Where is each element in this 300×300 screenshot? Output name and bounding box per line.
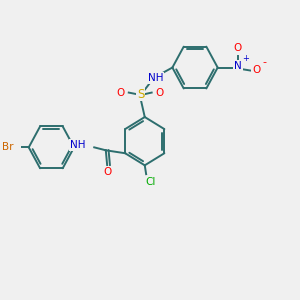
Text: S: S [137,88,144,100]
Text: O: O [103,167,111,177]
Text: N: N [234,61,242,71]
Text: Cl: Cl [146,177,156,187]
Text: NH: NH [148,73,164,83]
Text: O: O [252,65,260,76]
Text: +: + [242,54,249,63]
Text: O: O [234,43,242,52]
Text: O: O [156,88,164,98]
Text: -: - [262,57,266,67]
Text: O: O [116,88,124,98]
Text: Br: Br [2,142,13,152]
Text: NH: NH [70,140,86,150]
